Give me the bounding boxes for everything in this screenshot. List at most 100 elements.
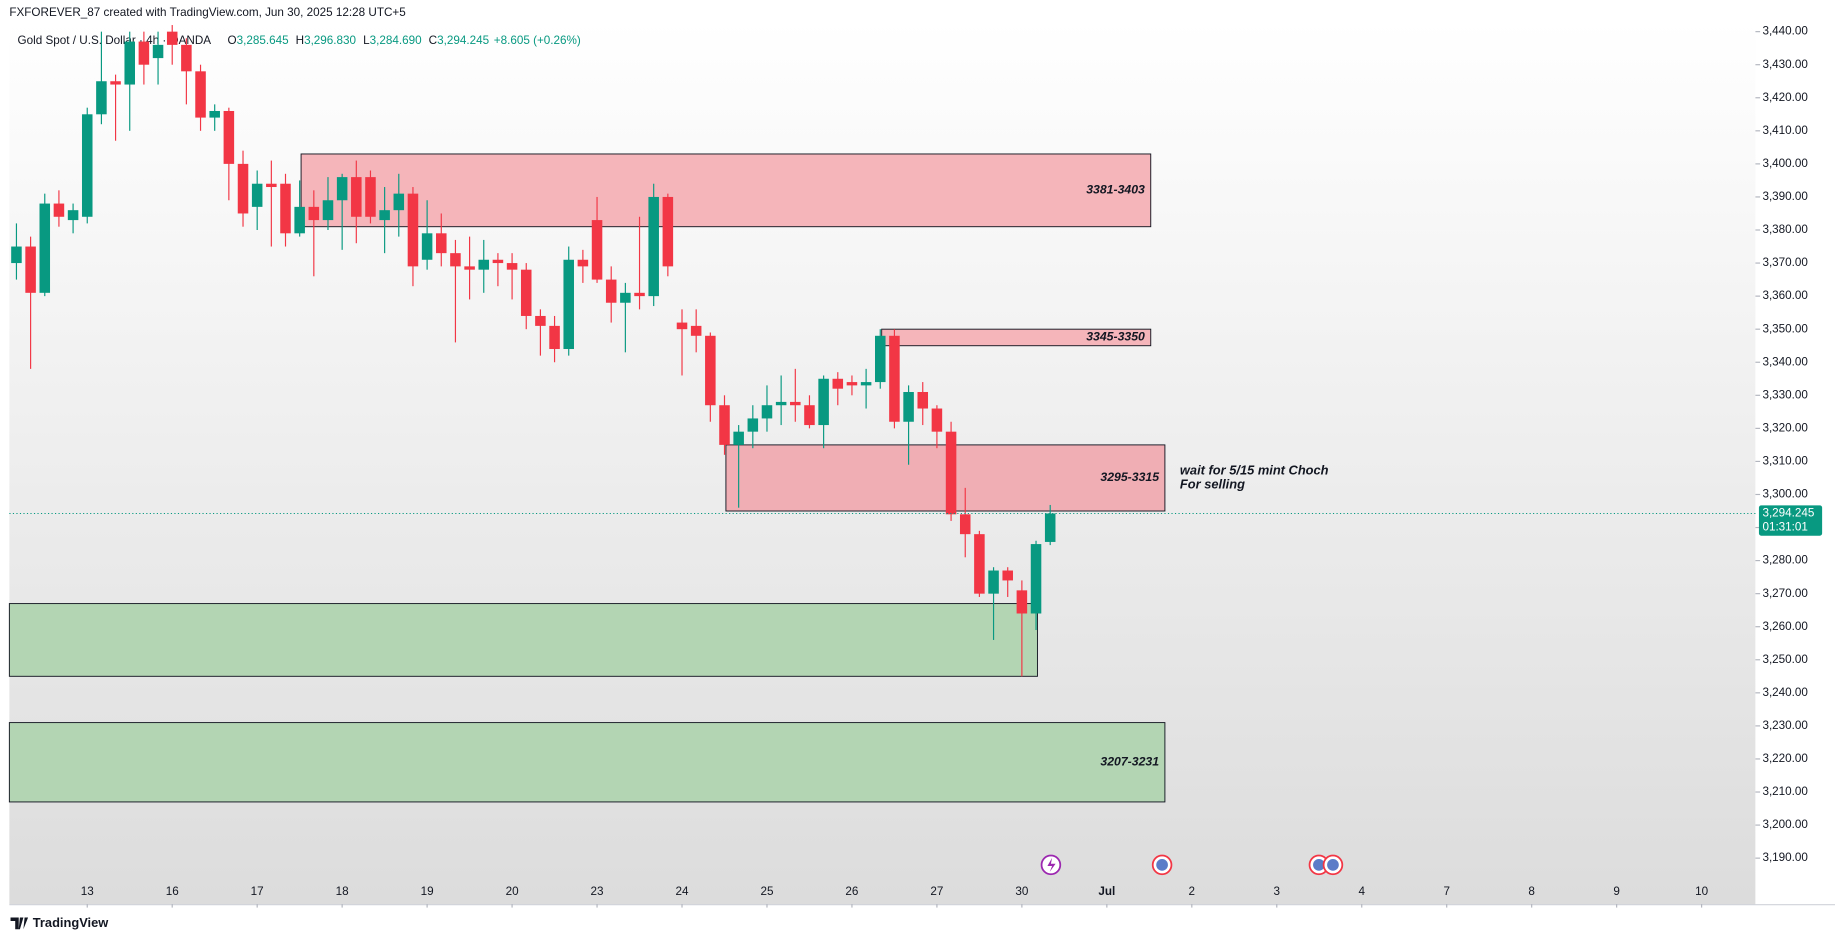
x-tick-label: 4 <box>1358 885 1365 898</box>
candle-body <box>166 31 178 45</box>
candle-body <box>294 206 305 234</box>
candle-body <box>478 259 490 270</box>
candle-body <box>53 203 65 217</box>
y-tick-label: 3,260.00 <box>1762 620 1808 633</box>
zone <box>725 444 1166 512</box>
candle-body <box>563 259 574 350</box>
candle-body <box>450 253 461 267</box>
candle-body <box>138 41 150 65</box>
candle-body <box>577 259 589 267</box>
candle-body <box>266 183 277 188</box>
candle-body <box>591 220 603 280</box>
candle-body <box>393 193 405 211</box>
candle-body <box>903 391 914 422</box>
x-tick-label: 19 <box>421 885 434 898</box>
ohlc-value: 3,285.645 <box>237 34 289 47</box>
candle-body <box>152 44 164 59</box>
y-tick-label: 3,390.00 <box>1762 190 1808 203</box>
annotation: For selling <box>1180 476 1245 491</box>
candle-body <box>662 196 674 267</box>
y-tick-label: 3,300.00 <box>1762 488 1808 501</box>
last-price-box <box>1758 505 1823 536</box>
candle-body <box>223 110 235 164</box>
candle-body <box>379 210 390 221</box>
ohlc-value: 3,294.245 <box>437 34 489 47</box>
x-tick-label: 7 <box>1443 885 1450 898</box>
candle-body <box>889 335 900 422</box>
candle-body <box>25 246 36 293</box>
candle-body <box>747 418 759 432</box>
zone <box>8 722 1166 803</box>
x-tick-label: 27 <box>930 885 943 898</box>
y-tick-label: 3,240.00 <box>1762 686 1808 699</box>
price-axis-bg <box>1755 21 1835 905</box>
credit: FXFOREVER_87 created with TradingView.co… <box>9 6 406 19</box>
candle-body <box>945 431 957 515</box>
change: +8.605 (+0.26%) <box>494 34 581 47</box>
candle-body <box>464 266 475 270</box>
candle-body <box>506 263 518 270</box>
candle-body <box>620 292 631 303</box>
last-price-label: 3,294.245 <box>1762 507 1814 520</box>
x-tick-label: 2 <box>1189 885 1196 898</box>
countdown: 01:31:01 <box>1762 521 1807 534</box>
x-tick-label: 18 <box>336 885 349 898</box>
candle-body <box>917 391 929 409</box>
y-tick-label: 3,440.00 <box>1762 25 1808 38</box>
candle-body <box>181 44 192 72</box>
candle-body <box>124 41 135 85</box>
y-tick-label: 3,220.00 <box>1762 752 1808 765</box>
y-tick-label: 3,360.00 <box>1762 289 1808 302</box>
candle-body <box>832 378 844 389</box>
y-tick-label: 3,400.00 <box>1762 157 1808 170</box>
candle-body <box>308 206 320 221</box>
candle-body <box>351 177 362 217</box>
x-tick-label: 25 <box>760 885 774 898</box>
x-tick-label: 26 <box>845 885 858 898</box>
x-tick-label: 24 <box>676 885 690 898</box>
candle-body <box>365 177 376 217</box>
candle-body <box>719 405 730 445</box>
ohlc-label: O <box>228 34 237 47</box>
x-tick-label: 23 <box>591 885 604 898</box>
ohlc-label: H <box>296 34 304 47</box>
brand: TradingView <box>33 915 110 930</box>
x-tick-label: 20 <box>506 885 520 898</box>
candle-body <box>492 259 504 264</box>
y-tick-label: 3,430.00 <box>1762 58 1808 71</box>
zone-label: 3207-3231 <box>1100 755 1159 769</box>
y-tick-label: 3,270.00 <box>1762 587 1808 600</box>
y-tick-label: 3,420.00 <box>1762 91 1808 104</box>
y-tick-label: 3,190.00 <box>1762 851 1808 864</box>
y-tick-label: 3,370.00 <box>1762 256 1808 269</box>
candle-body <box>605 279 617 303</box>
zone <box>300 153 1152 228</box>
candle-body <box>676 322 688 330</box>
candle-body <box>520 269 532 316</box>
candle-body <box>804 405 815 426</box>
candle-body <box>421 233 433 260</box>
candle-body <box>1016 590 1028 614</box>
candle-body <box>988 570 999 594</box>
candle-body <box>549 325 560 350</box>
y-tick-label: 3,230.00 <box>1762 719 1808 732</box>
x-tick-label: 30 <box>1015 885 1028 898</box>
candle-body <box>96 81 107 115</box>
candle-body <box>67 210 79 221</box>
candle-body <box>39 203 51 293</box>
candle-body <box>535 315 546 326</box>
candle-body <box>237 163 249 214</box>
candle-body <box>436 233 447 254</box>
x-tick-label: 13 <box>81 885 94 898</box>
x-tick-label: 10 <box>1695 885 1708 898</box>
candle-body <box>209 110 220 118</box>
y-tick-label: 3,310.00 <box>1762 455 1808 468</box>
zone-label: 3295-3315 <box>1100 470 1159 484</box>
candle-body <box>790 401 801 406</box>
candle-body <box>705 335 716 406</box>
candle-body <box>280 183 291 234</box>
y-tick-label: 3,210.00 <box>1762 785 1808 798</box>
y-tick-label: 3,380.00 <box>1762 223 1808 236</box>
y-tick-label: 3,350.00 <box>1762 322 1808 335</box>
